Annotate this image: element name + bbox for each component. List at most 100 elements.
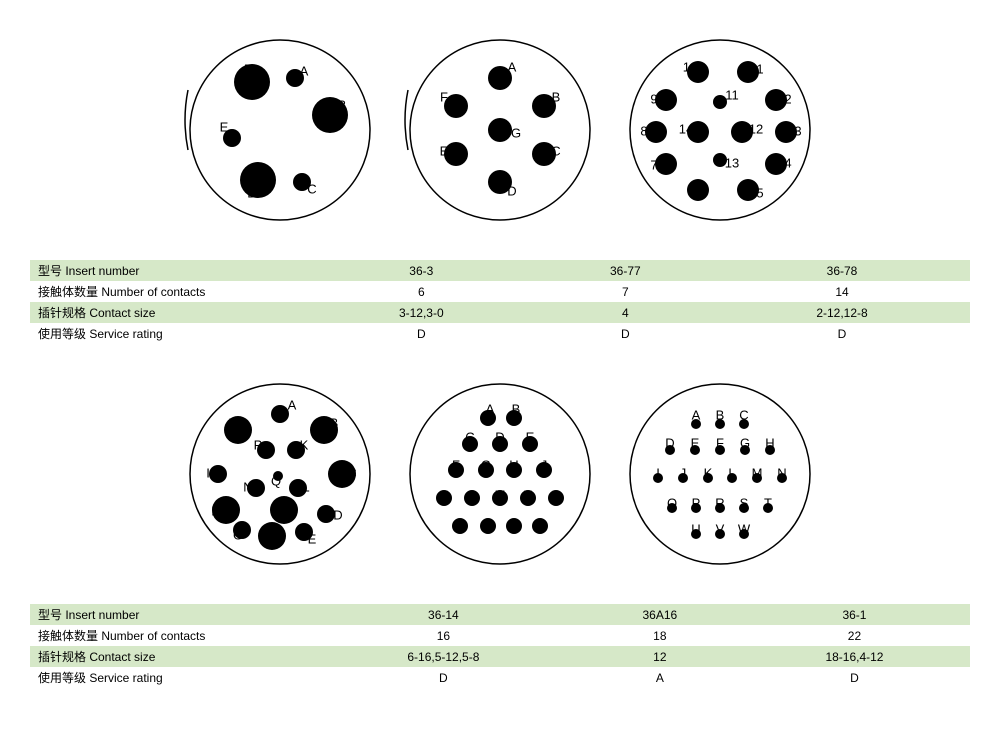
row-cell: 36-14 (306, 604, 581, 625)
row-cell: 2-12,12-8 (714, 302, 970, 323)
pin-label-12: 12 (749, 121, 763, 136)
row-label: 插针规格 Contact size (30, 646, 306, 667)
pin-label-H: H (765, 435, 774, 450)
pin-label-C: C (551, 143, 560, 158)
table-row: 型号 Insert number36-1436A1636-1 (30, 604, 970, 625)
row-cell: D (306, 667, 581, 688)
pin-label-N: N (777, 465, 786, 480)
row-cell: 36-1 (739, 604, 970, 625)
pin-label-F: F (440, 89, 448, 104)
table-row: 使用等级 Service ratingDDD (30, 323, 970, 344)
row-cell: 6-16,5-12,5-8 (306, 646, 581, 667)
pin-label-D: D (665, 435, 674, 450)
pin-label-2: 2 (784, 91, 791, 106)
pin-label-O: O (667, 495, 677, 510)
pin-label-E: E (220, 119, 229, 134)
pin-label-D: D (333, 507, 342, 522)
row-cell: 14 (714, 281, 970, 302)
pin-label-U: U (535, 517, 544, 532)
row-label: 型号 Insert number (30, 260, 306, 281)
pin-label-I: I (656, 465, 660, 480)
spec-table-0: 型号 Insert number36-336-7736-78接触体数量 Numb… (30, 260, 970, 344)
pin-label-9: 9 (650, 91, 657, 106)
row-label: 接触体数量 Number of contacts (30, 281, 306, 302)
row-cell: D (537, 323, 714, 344)
pin-label-N: N (523, 487, 532, 502)
pin-label-B: B (338, 97, 347, 112)
pin-label-A: A (486, 401, 495, 416)
pin-label-Q: Q (271, 473, 281, 488)
row-cell: 7 (537, 281, 714, 302)
pin-label-M: M (752, 465, 763, 480)
pin-label-11: 11 (725, 87, 739, 102)
pin-label-P: P (552, 487, 561, 502)
diagram-row-0: ABCDEFABCDEFG1234567891011121314 (20, 30, 980, 230)
pin-label-A: A (692, 407, 701, 422)
table-row: 插针规格 Contact size6-16,5-12,5-81218-16,4-… (30, 646, 970, 667)
pin-I (209, 465, 227, 483)
row-cell: 36A16 (581, 604, 739, 625)
pin-label-F: F (244, 61, 252, 76)
row-cell: 16 (306, 625, 581, 646)
connector-notch (405, 90, 408, 150)
pin-label-C: C (307, 181, 316, 196)
connector-diagram-36-78: 1234567891011121314 (620, 30, 820, 230)
pin-label-F: F (452, 457, 460, 472)
document-root: ABCDEFABCDEFG1234567891011121314型号 Inser… (20, 30, 980, 688)
row-cell: 36-3 (306, 260, 537, 281)
pin-label-6: 6 (694, 187, 701, 202)
connector-outline (190, 40, 370, 220)
pin-label-A: A (288, 397, 297, 412)
row-cell: 4 (537, 302, 714, 323)
pin-label-L: L (468, 487, 475, 502)
table-row: 插针规格 Contact size3-12,3-042-12,12-8 (30, 302, 970, 323)
row-cell: 18 (581, 625, 739, 646)
pin-label-P: P (254, 437, 263, 452)
row-cell: 3-12,3-0 (306, 302, 537, 323)
pin-label-F: F (268, 535, 276, 550)
pin-label-7: 7 (650, 157, 657, 172)
pin-label-E: E (691, 435, 700, 450)
pin-label-G: G (740, 435, 750, 450)
pin-label-K: K (300, 437, 309, 452)
row-cell: D (306, 323, 537, 344)
connector-diagram-36A16: ABCDEFGHJKLMNPRSTU (400, 374, 600, 574)
row-cell: 36-77 (537, 260, 714, 281)
pin-label-L: L (302, 479, 309, 494)
row-label: 接触体数量 Number of contacts (30, 625, 306, 646)
row-label: 型号 Insert number (30, 604, 306, 625)
table-row: 接触体数量 Number of contacts161822 (30, 625, 970, 646)
pin-label-G: G (481, 457, 491, 472)
pin-label-1: 1 (756, 61, 763, 76)
row-label: 使用等级 Service rating (30, 323, 306, 344)
pin-label-U: U (691, 521, 700, 536)
pin-label-B: B (552, 89, 561, 104)
pin-A (271, 405, 289, 423)
pin-label-D: D (247, 185, 256, 200)
pin-label-B: B (330, 415, 339, 430)
pin-label-B: B (512, 401, 521, 416)
pin-label-E: E (440, 143, 449, 158)
row-label: 插针规格 Contact size (30, 302, 306, 323)
pin-label-J: J (680, 465, 687, 480)
pin-label-13: 13 (725, 155, 739, 170)
pin-label-H: H (509, 457, 518, 472)
pin-label-H: H (211, 503, 220, 518)
pin-label-B: B (716, 407, 725, 422)
pin-label-K: K (440, 487, 449, 502)
table-row: 型号 Insert number36-336-7736-78 (30, 260, 970, 281)
pin-label-N: N (243, 479, 252, 494)
pin-label-E: E (526, 429, 535, 444)
pin-label-M: M (283, 505, 294, 520)
pin-label-A: A (300, 63, 309, 78)
pin-label-D: D (495, 429, 504, 444)
row-cell: 18-16,4-12 (739, 646, 970, 667)
connector-notch (185, 90, 188, 150)
pin-F (234, 64, 270, 100)
pin-label-3: 3 (794, 123, 801, 138)
pin-label-P: P (692, 495, 701, 510)
pin-label-C: C (739, 407, 748, 422)
pin-label-4: 4 (784, 155, 791, 170)
pin-G (488, 118, 512, 142)
pin-label-10: 10 (683, 59, 697, 74)
